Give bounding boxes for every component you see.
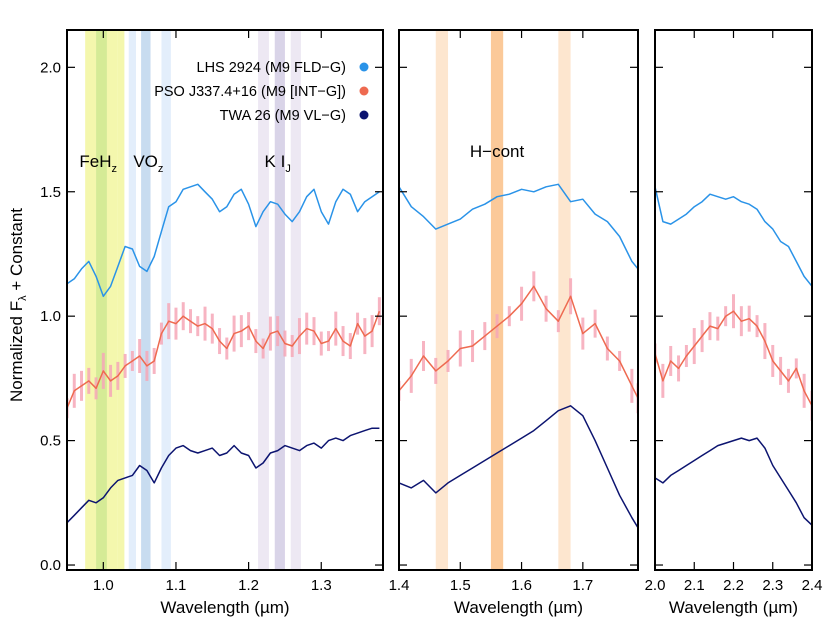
x-tick-label-H: 1.6 [511, 577, 532, 594]
feature-label-hcont: H−cont [470, 142, 525, 161]
y-tick-label: 2.0 [40, 59, 61, 76]
series-lhs-line-K [655, 186, 812, 287]
band-J-8 [274, 30, 285, 570]
series-twa-line-J [67, 427, 380, 524]
x-tick-label-J: 1.1 [166, 577, 187, 594]
x-axis-label-J: Wavelength (µm) [160, 598, 289, 617]
y-tick-label: 1.0 [40, 308, 61, 325]
band-H-2 [558, 30, 571, 570]
band-H-0 [435, 30, 449, 570]
panel-J: FeHz VOz K IJ 1.0 1.1 1.2 1.3 Wavelength (µm) 0.… [40, 29, 384, 617]
band-J-2 [106, 30, 118, 570]
x-tick-label-K: 2.1 [684, 577, 705, 594]
series-pso-line-K [655, 310, 812, 407]
legend-label-1: PSO J337.4+16 (M9 [INT−G]) [154, 84, 346, 100]
x-tick-label-J: 1.2 [238, 577, 259, 594]
x-tick-label-K: 2.2 [723, 577, 744, 594]
band-J-7 [258, 30, 269, 570]
panel-frame-J [66, 29, 384, 571]
band-H-1 [490, 30, 504, 570]
legend-marker-1 [359, 86, 369, 96]
legend-marker-2 [359, 110, 369, 120]
x-tick-label-K: 2.3 [762, 577, 783, 594]
y-axis-label: Normalized Fλ + Constant [7, 208, 29, 402]
band-J-1 [96, 30, 107, 570]
y-tick-label: 1.5 [40, 184, 61, 201]
legend-label-2: TWA 26 (M9 VL−G) [220, 108, 346, 124]
feature-label-vo: VOz [133, 152, 163, 175]
band-J-9 [290, 30, 301, 570]
x-tick-label-J: 1.3 [311, 577, 332, 594]
x-tick-label-J: 1.0 [93, 577, 114, 594]
legend-label-0: LHS 2924 (M9 FLD−G) [197, 60, 347, 76]
series-pso-line-H [399, 285, 638, 399]
x-tick-label-H: 1.4 [389, 577, 410, 594]
legend: LHS 2924 (M9 FLD−G) PSO J337.4+16 (M9 [IN… [154, 60, 369, 124]
band-J-5 [141, 30, 151, 570]
x-axis-label-H: Wavelength (µm) [454, 598, 583, 617]
panel-plot-area [399, 30, 638, 570]
y-tick-label: 0.5 [40, 433, 61, 450]
panel-plot-area [655, 186, 812, 526]
series-pso-line-J [67, 310, 381, 409]
x-tick-label-H: 1.7 [572, 577, 593, 594]
band-J-6 [161, 30, 171, 570]
legend-marker-0 [359, 62, 369, 72]
x-tick-label-H: 1.5 [450, 577, 471, 594]
x-axis-label-K: Wavelength (µm) [669, 598, 798, 617]
feature-label-feh: FeHz [79, 152, 117, 175]
panel-plot-area [67, 30, 381, 570]
series-twa-line-K [655, 437, 812, 526]
x-tick-label-K: 2.0 [645, 577, 666, 594]
band-J-0 [85, 30, 97, 570]
panel-H: H−cont 1.4 1.5 1.6 1.7 Wavelength (µm) [389, 29, 639, 617]
x-tick-label-K: 2.4 [802, 577, 823, 594]
series-lhs-line-H [399, 183, 638, 270]
y-tick-label: 0.0 [40, 557, 61, 574]
band-J-3 [117, 30, 125, 570]
series-lhs-line-J [67, 183, 380, 298]
band-J-4 [128, 30, 137, 570]
feature-label-ki: K IJ [265, 152, 291, 175]
panel-frame-H [398, 29, 639, 571]
series-twa-line-H [399, 405, 638, 529]
